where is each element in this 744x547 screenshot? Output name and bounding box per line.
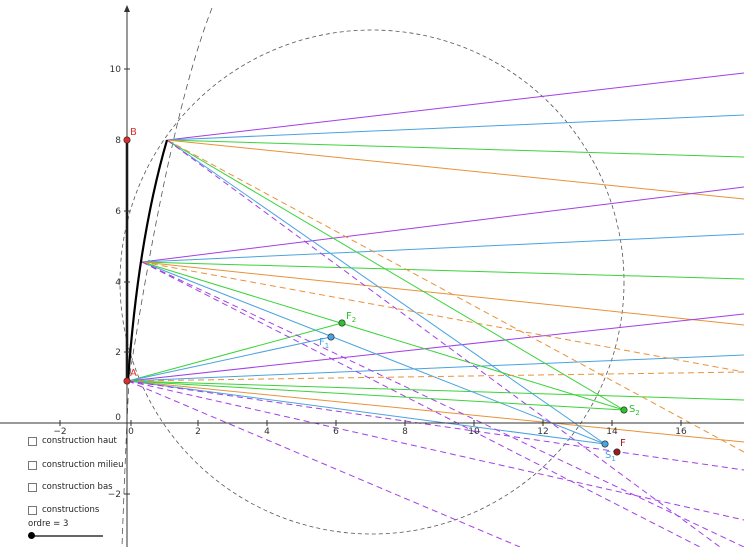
blue-ray bbox=[141, 261, 606, 445]
slider-ordre-knob[interactable] bbox=[28, 532, 35, 539]
blue-ray bbox=[127, 336, 332, 382]
green-ray bbox=[127, 380, 744, 401]
green-ray bbox=[166, 139, 744, 158]
point-label: F2 bbox=[346, 311, 356, 324]
x-tick-label: 0 bbox=[128, 427, 134, 437]
x-tick-label: 8 bbox=[402, 427, 408, 437]
x-tick-label: −2 bbox=[53, 427, 66, 437]
purple-ray bbox=[141, 186, 744, 263]
purple-dashed-ray bbox=[127, 380, 744, 521]
checkbox-label: constructions bbox=[42, 505, 100, 515]
green-ray bbox=[166, 139, 625, 411]
point-f1[interactable]: F1 bbox=[319, 333, 335, 350]
orange-ray bbox=[127, 380, 744, 443]
x-tick-label: 14 bbox=[606, 427, 618, 437]
x-tick-label: 16 bbox=[675, 427, 687, 437]
y-tick-label: 10 bbox=[110, 65, 122, 75]
checkbox-construction-milieu[interactable]: construction milieu bbox=[28, 460, 124, 470]
point-b[interactable]: B bbox=[123, 127, 137, 144]
green-ray bbox=[127, 380, 625, 411]
x-axis: −2 0 2 4 6 8 10 12 14 16 bbox=[0, 420, 744, 437]
purple-dashed-ray bbox=[141, 261, 744, 547]
point-label: B bbox=[130, 127, 137, 138]
checkbox-construction-haut[interactable]: construction haut bbox=[28, 436, 117, 446]
blue-ray bbox=[127, 380, 606, 445]
origin-label: 0 bbox=[115, 413, 121, 423]
dashed-guide-curve bbox=[121, 7, 213, 547]
y-axis: −2 2 4 6 8 10 0 bbox=[108, 5, 130, 547]
black-curve bbox=[126, 139, 169, 382]
y-tick-label: 4 bbox=[115, 278, 121, 288]
x-tick-label: 10 bbox=[468, 427, 480, 437]
point-label: S1 bbox=[605, 450, 616, 463]
dashed-circle bbox=[119, 29, 625, 535]
green-ray bbox=[141, 261, 744, 280]
slider-ordre-label: ordre = 3 bbox=[28, 519, 69, 529]
purple-ray bbox=[166, 72, 744, 141]
blue-ray bbox=[127, 354, 744, 382]
point-label: S2 bbox=[629, 404, 640, 417]
point-s1[interactable]: S1 bbox=[601, 440, 616, 463]
purple-dashed-ray bbox=[127, 380, 521, 547]
y-tick-label: −2 bbox=[108, 490, 121, 500]
x-tick-label: 2 bbox=[195, 427, 201, 437]
point-a[interactable]: A bbox=[123, 368, 137, 385]
y-tick-label: 6 bbox=[115, 207, 121, 217]
x-tick-label: 4 bbox=[264, 427, 270, 437]
blue-ray bbox=[141, 233, 744, 263]
point-s2[interactable]: S2 bbox=[620, 404, 640, 417]
purple-ray bbox=[127, 313, 744, 382]
blue-ray bbox=[166, 139, 606, 445]
point-f2[interactable]: F2 bbox=[338, 311, 356, 327]
y-tick-label: 8 bbox=[115, 136, 121, 146]
checkbox-construction-bas[interactable]: construction bas bbox=[28, 482, 113, 492]
x-tick-label: 12 bbox=[537, 427, 548, 437]
checkbox-label: construction milieu bbox=[42, 460, 124, 470]
checkbox-label: construction bas bbox=[42, 482, 113, 492]
y-tick-label: 2 bbox=[115, 348, 121, 358]
point-label: A bbox=[130, 368, 137, 379]
purple-dashed-ray bbox=[166, 139, 721, 547]
orange-dashed-ray bbox=[127, 371, 744, 382]
checkbox-box[interactable] bbox=[28, 482, 37, 492]
checkbox-box[interactable] bbox=[28, 460, 37, 470]
point-f[interactable]: F bbox=[613, 438, 626, 456]
orange-ray bbox=[141, 261, 744, 326]
checkbox-box[interactable] bbox=[28, 436, 37, 446]
point-label: F bbox=[620, 438, 626, 449]
slider-ordre-track[interactable] bbox=[31, 535, 103, 537]
checkbox-box[interactable] bbox=[28, 505, 37, 515]
green-ray bbox=[141, 261, 625, 411]
purple-dashed-ray bbox=[127, 380, 744, 471]
point-label: F1 bbox=[319, 337, 329, 350]
green-ray bbox=[127, 322, 343, 382]
blue-ray bbox=[166, 114, 744, 141]
x-tick-label: 6 bbox=[333, 427, 339, 437]
checkbox-constructions[interactable]: constructions bbox=[28, 505, 99, 515]
purple-dashed-ray bbox=[141, 261, 701, 547]
orange-ray bbox=[166, 139, 744, 200]
orange-dashed-ray bbox=[141, 261, 744, 373]
checkbox-label: construction haut bbox=[42, 436, 117, 446]
construction-lines bbox=[119, 7, 744, 547]
